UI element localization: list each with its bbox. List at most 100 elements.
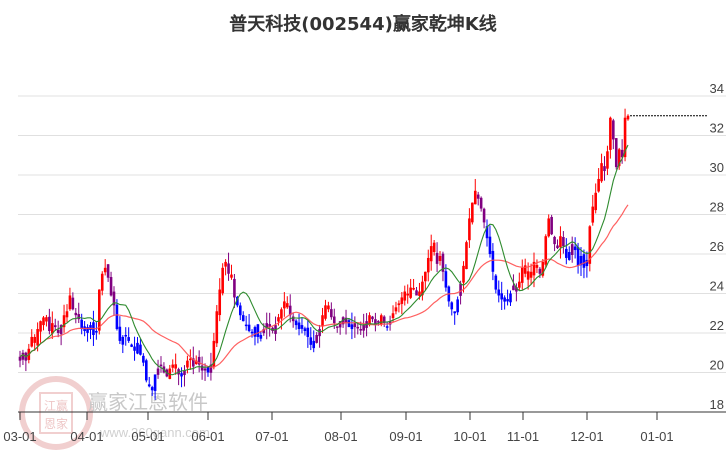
candle-body xyxy=(283,301,286,309)
candle-body xyxy=(306,327,310,337)
candle-body xyxy=(206,366,210,373)
candle-body xyxy=(236,296,239,306)
candle-body xyxy=(42,317,45,326)
y-tick-label: 32 xyxy=(710,121,724,136)
candle-body xyxy=(253,327,257,337)
candle-body xyxy=(130,344,133,347)
candle-body xyxy=(318,329,321,337)
candle-body xyxy=(614,138,618,168)
candle-body xyxy=(303,328,307,332)
candle-body xyxy=(288,305,292,316)
candle-body xyxy=(526,271,530,280)
candle-body xyxy=(191,358,195,367)
watermark-seal-top: 江赢 xyxy=(44,398,68,413)
candle-body xyxy=(238,305,242,316)
candle-body xyxy=(579,255,583,266)
candle-body xyxy=(174,364,177,369)
candle-body xyxy=(106,264,110,278)
x-tick-label: 04-01 xyxy=(70,429,103,444)
candle-body xyxy=(98,289,101,331)
x-tick-label: 06-01 xyxy=(191,429,224,444)
x-tick-label: 09-01 xyxy=(389,429,422,444)
candle-body xyxy=(620,149,624,158)
candle-body xyxy=(374,319,377,326)
candle-body xyxy=(209,364,213,373)
candle-body xyxy=(509,293,512,303)
candle-body xyxy=(189,358,192,361)
candle-body xyxy=(412,287,415,290)
candle-body xyxy=(212,340,216,368)
candle-body xyxy=(309,337,313,345)
candle-body xyxy=(559,236,562,248)
candle-body xyxy=(606,151,609,169)
candle-body xyxy=(547,218,550,237)
candle-body xyxy=(300,325,304,329)
candle-body xyxy=(344,317,348,324)
x-axis: 03-01 04-01 05-01 06-01 07-01 08-01 09-01 10-01… xyxy=(3,411,726,444)
candle-body xyxy=(86,327,89,333)
candle-body xyxy=(362,325,365,331)
candle-body xyxy=(18,356,22,361)
candle-body xyxy=(48,316,51,332)
candle-body xyxy=(21,352,25,360)
candle-body xyxy=(112,291,116,306)
candle-body xyxy=(297,322,301,330)
candle-body xyxy=(77,314,81,320)
candle-body xyxy=(39,321,42,332)
candle-body xyxy=(332,316,336,324)
x-tick-label: 03-01 xyxy=(3,429,36,444)
candle-body xyxy=(338,321,342,328)
candle-body xyxy=(424,271,427,282)
candle-body xyxy=(479,197,483,209)
candle-body xyxy=(56,329,60,333)
watermark-url: www.360gann.com xyxy=(99,425,210,440)
candle-body xyxy=(391,313,395,319)
candle-body xyxy=(285,303,289,308)
candle-body xyxy=(418,291,421,296)
candle-body xyxy=(397,303,401,306)
x-tick-label: 07-01 xyxy=(255,429,288,444)
candle-body xyxy=(356,326,360,329)
candle-body xyxy=(200,365,204,371)
candle-body xyxy=(379,315,383,325)
candle-body xyxy=(570,244,574,255)
candle-body xyxy=(368,315,371,325)
candle-body xyxy=(194,360,198,364)
candle-body xyxy=(168,368,172,379)
candle-body xyxy=(30,336,34,347)
candle-body xyxy=(591,206,595,223)
candle-body xyxy=(147,384,151,387)
candle-body xyxy=(456,299,459,313)
candle-body xyxy=(409,287,412,298)
candle-body xyxy=(441,253,445,272)
candle-body xyxy=(118,326,122,341)
candle-body xyxy=(476,194,480,199)
candle-body xyxy=(382,316,386,324)
candle-body xyxy=(538,268,542,274)
candle-body xyxy=(183,370,186,376)
candle-body xyxy=(465,242,468,270)
candle-body xyxy=(115,304,119,330)
candle-body xyxy=(585,259,589,267)
candle-body xyxy=(294,320,298,326)
candle-body xyxy=(471,202,474,223)
candle-body xyxy=(259,334,263,339)
candle-body xyxy=(438,255,442,261)
candle-body xyxy=(74,312,78,316)
candle-body xyxy=(136,342,139,354)
candlesticks xyxy=(18,108,630,400)
candle-body xyxy=(186,360,189,368)
candle-body xyxy=(103,267,107,273)
candle-body xyxy=(459,283,462,296)
candle-body xyxy=(150,387,154,391)
candle-body xyxy=(377,321,380,323)
candle-body xyxy=(432,242,436,253)
candle-body xyxy=(321,315,324,327)
candle-body xyxy=(512,285,515,291)
candle-body xyxy=(159,364,163,367)
candle-body xyxy=(230,274,233,278)
candle-body xyxy=(268,324,271,328)
candle-body xyxy=(415,290,418,296)
candle-body xyxy=(224,261,227,267)
candle-body xyxy=(553,236,556,245)
